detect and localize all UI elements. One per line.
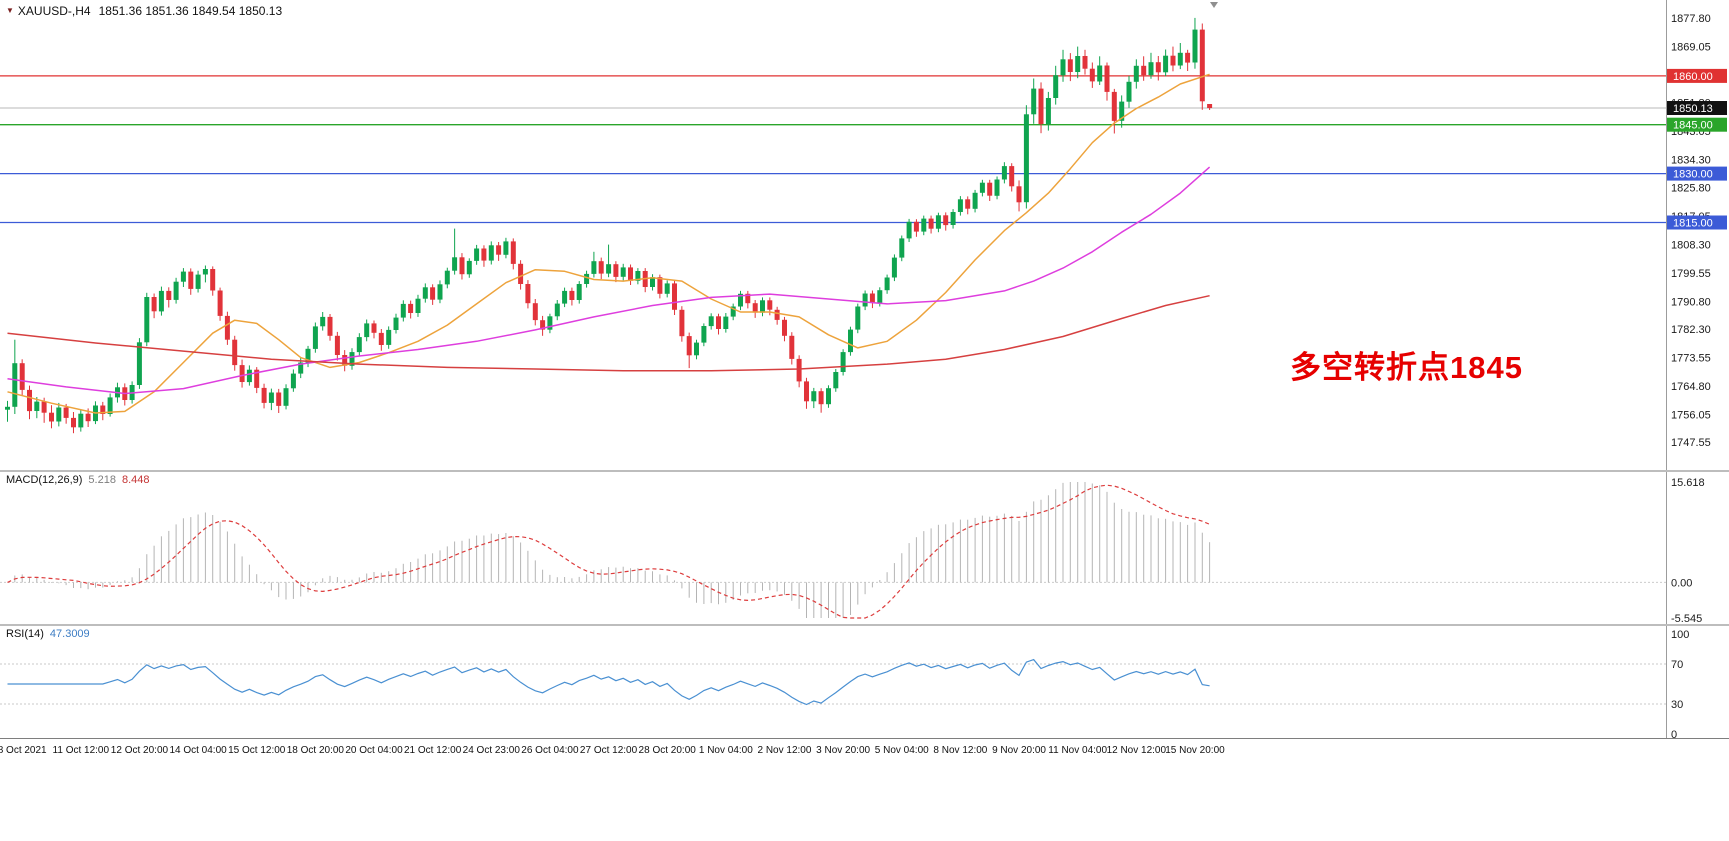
time-axis-label: 18 Oct 20:00	[286, 745, 344, 756]
svg-text:70: 70	[1671, 659, 1683, 671]
price-axis[interactable]: 1877.801869.051851.801843.051834.301825.…	[1666, 0, 1728, 470]
time-axis-label: 20 Oct 04:00	[345, 745, 403, 756]
svg-text:1764.80: 1764.80	[1671, 381, 1711, 393]
svg-text:1860.00: 1860.00	[1673, 71, 1713, 83]
price-tag: 1845.00	[1667, 117, 1727, 132]
rsi-panel: 100 70 30 0 RSI(14) 47.3009	[0, 626, 1729, 738]
macd-main-value: 5.218	[88, 474, 116, 486]
svg-text:1747.55: 1747.55	[1671, 437, 1711, 449]
time-axis-label: 27 Oct 12:00	[579, 745, 638, 756]
svg-text:1799.55: 1799.55	[1671, 268, 1711, 280]
bottom-filler	[0, 764, 1729, 841]
time-axis-label: 11 Nov 04:00	[1048, 745, 1108, 756]
svg-text:0.00: 0.00	[1671, 577, 1692, 589]
chart-title: ▼ XAUUSD-,H4 1851.36 1851.36 1849.54 1850.…	[6, 4, 282, 18]
main-price-panel: 1877.801869.051851.801843.051834.301825.…	[0, 0, 1729, 470]
time-axis-label: 5 Nov 04:00	[874, 745, 929, 756]
ma-mid-line	[7, 166, 1211, 395]
price-chart-plot[interactable]: 1877.801869.051851.801843.051834.301825.…	[0, 0, 1729, 470]
macd-plot[interactable]: 15.618 0.00 -5.545	[0, 472, 1729, 624]
svg-text:1869.05: 1869.05	[1671, 41, 1711, 53]
time-axis-label: 9 Nov 20:00	[992, 745, 1046, 756]
time-axis-label: 2 Nov 12:00	[757, 745, 812, 756]
time-axis-label: 3 Nov 20:00	[816, 745, 871, 756]
svg-text:1808.30: 1808.30	[1671, 239, 1711, 251]
time-axis-label: 8 Oct 2021	[0, 745, 47, 756]
svg-text:1845.00: 1845.00	[1673, 120, 1713, 132]
macd-label: MACD(12,26,9) 5.218 8.448	[6, 474, 149, 486]
rsi-label: RSI(14) 47.3009	[6, 628, 90, 640]
svg-text:1782.30: 1782.30	[1671, 324, 1711, 336]
time-axis-label: 24 Oct 23:00	[462, 745, 520, 756]
svg-text:1834.30: 1834.30	[1671, 155, 1711, 167]
macd-indicator-name: MACD(12,26,9)	[6, 474, 83, 486]
time-axis-label: 28 Oct 20:00	[638, 745, 696, 756]
symbol-timeframe-label: XAUUSD-,H4	[17, 4, 91, 18]
price-tag: 1860.00	[1667, 68, 1727, 83]
time-axis-label: 15 Nov 20:00	[1165, 745, 1225, 756]
svg-text:1815.00: 1815.00	[1673, 218, 1713, 230]
rsi-value: 47.3009	[49, 628, 90, 640]
panel-separator[interactable]	[0, 624, 1729, 626]
macd-signal-value: 8.448	[121, 474, 150, 486]
svg-text:100: 100	[1671, 629, 1689, 641]
svg-text:1790.80: 1790.80	[1671, 296, 1711, 308]
svg-text:1850.13: 1850.13	[1673, 103, 1713, 115]
panel-separator[interactable]	[0, 470, 1729, 472]
svg-text:15.618: 15.618	[1671, 477, 1705, 489]
macd-panel: 15.618 0.00 -5.545 MACD(12,26,9) 5.218 8.448	[0, 472, 1729, 624]
time-axis-label: 11 Oct 12:00	[52, 745, 110, 756]
ma-fast-line	[7, 73, 1210, 414]
symbol-dropdown-icon[interactable]: ▼	[6, 6, 14, 15]
ma-slow-line	[7, 294, 1210, 372]
time-axis-label: 21 Oct 12:00	[403, 745, 462, 756]
time-axis-label: 26 Oct 04:00	[521, 745, 579, 756]
macd-signal-line	[7, 484, 1210, 619]
rsi-indicator-name: RSI(14)	[6, 628, 44, 640]
rsi-plot[interactable]: 100 70 30 0	[0, 626, 1729, 738]
candles-layer	[5, 17, 1213, 434]
svg-text:1825.80: 1825.80	[1671, 182, 1711, 194]
moving-averages-layer	[7, 73, 1211, 414]
time-axis-label: 1 Nov 04:00	[698, 745, 753, 756]
svg-text:1756.05: 1756.05	[1671, 410, 1711, 422]
price-tag: 1830.00	[1667, 166, 1727, 181]
time-axis-label: 12 Nov 12:00	[1106, 745, 1167, 756]
chart-annotation-text: 多空转折点1845	[1290, 350, 1523, 385]
svg-text:1773.55: 1773.55	[1671, 353, 1711, 365]
price-tag: 1815.00	[1667, 215, 1727, 230]
time-axis-label: 15 Oct 12:00	[228, 745, 286, 756]
price-tag: 1850.13	[1667, 101, 1727, 115]
horizontal-lines-layer	[0, 75, 1666, 224]
time-axis-label: 14 Oct 04:00	[169, 745, 227, 756]
time-axis[interactable]: 8 Oct 2021 11 Oct 12:00 12 Oct 20:00 14 Oct…	[0, 738, 1729, 764]
macd-histogram	[14, 482, 1211, 618]
svg-text:30: 30	[1671, 699, 1683, 711]
time-axis-label: 12 Oct 20:00	[110, 745, 169, 756]
svg-text:0: 0	[1671, 729, 1677, 738]
svg-text:-5.545: -5.545	[1671, 613, 1702, 624]
chart-shift-marker-icon	[1210, 2, 1218, 8]
svg-text:1830.00: 1830.00	[1673, 169, 1713, 181]
ohlc-values: 1851.36 1851.36 1849.54 1850.13	[98, 4, 283, 18]
rsi-line	[7, 658, 1210, 706]
svg-text:1877.80: 1877.80	[1671, 13, 1711, 25]
time-axis-label: 8 Nov 12:00	[933, 745, 988, 756]
